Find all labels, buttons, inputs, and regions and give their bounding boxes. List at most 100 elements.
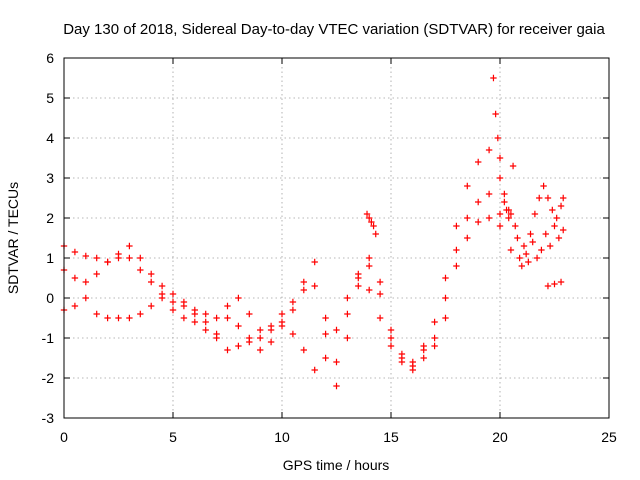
data-point	[542, 230, 549, 238]
data-point	[464, 214, 471, 222]
data-point	[496, 154, 504, 162]
data-point	[442, 294, 449, 302]
data-point	[311, 366, 318, 374]
data-point	[344, 334, 351, 342]
data-point	[538, 246, 545, 254]
data-point	[278, 310, 286, 318]
data-point	[366, 254, 373, 262]
data-point	[372, 230, 379, 238]
data-point	[300, 346, 307, 354]
data-point	[93, 310, 100, 318]
x-tick-label: 15	[383, 429, 399, 445]
data-point	[442, 274, 449, 282]
x-tick-label: 0	[60, 429, 68, 445]
data-point	[137, 266, 144, 274]
y-tick-label: -2	[42, 370, 55, 386]
x-tick-label: 5	[169, 429, 177, 445]
data-point	[496, 222, 504, 230]
data-point	[104, 314, 111, 322]
data-point	[71, 302, 79, 310]
data-point	[344, 294, 351, 302]
data-point	[475, 158, 482, 166]
data-point	[191, 318, 198, 326]
data-point	[224, 302, 231, 310]
data-point	[507, 246, 515, 254]
data-point	[126, 242, 133, 250]
data-point	[544, 194, 552, 202]
data-point	[180, 302, 188, 310]
data-point	[322, 330, 329, 338]
data-point	[267, 338, 275, 346]
data-point	[420, 346, 427, 354]
x-tick-label: 10	[274, 429, 290, 445]
data-point	[93, 254, 100, 262]
y-tick-label: 2	[46, 210, 54, 226]
series-track-f	[363, 198, 515, 238]
data-point	[322, 354, 329, 362]
data-point	[533, 254, 541, 262]
data-point	[311, 282, 318, 290]
data-point	[289, 306, 297, 314]
data-point	[376, 278, 384, 286]
data-point	[235, 294, 242, 302]
y-tick-label: -1	[42, 330, 55, 346]
data-point	[322, 314, 329, 322]
data-point	[363, 210, 371, 218]
data-point	[453, 222, 460, 230]
data-point	[551, 280, 558, 288]
data-point	[546, 242, 554, 250]
plot-frame	[63, 57, 610, 419]
data-point	[202, 310, 209, 318]
data-point	[557, 278, 565, 286]
data-point	[246, 338, 253, 346]
data-point	[553, 214, 560, 222]
data-point	[137, 254, 144, 262]
data-point	[376, 290, 384, 298]
data-point	[202, 326, 209, 334]
data-point	[485, 214, 493, 222]
data-point	[82, 252, 89, 260]
data-point	[370, 222, 377, 230]
data-point	[560, 194, 567, 202]
data-point	[490, 74, 497, 82]
y-tick-label: 0	[46, 290, 54, 306]
y-tick-label: 5	[46, 90, 54, 106]
data-point	[431, 342, 438, 350]
data-point	[158, 282, 166, 290]
data-point	[409, 366, 416, 374]
data-point	[398, 358, 406, 366]
data-point	[202, 318, 209, 326]
data-point	[420, 354, 427, 362]
data-point	[169, 306, 177, 314]
data-point	[289, 298, 297, 306]
data-point	[300, 286, 307, 294]
data-point	[213, 334, 220, 342]
data-point	[267, 326, 275, 334]
data-point	[560, 226, 567, 234]
data-point	[246, 310, 253, 318]
data-point	[158, 294, 166, 302]
data-point	[311, 258, 318, 266]
data-point	[431, 334, 438, 342]
y-tick-label: 6	[46, 50, 54, 66]
data-point	[344, 310, 351, 318]
data-point	[333, 326, 340, 334]
data-point	[520, 242, 528, 250]
data-point	[531, 210, 539, 218]
data-point	[366, 262, 373, 270]
grid-lines	[64, 58, 609, 418]
data-point	[485, 146, 493, 154]
data-point	[115, 314, 122, 322]
data-point	[126, 254, 133, 262]
data-point	[115, 254, 122, 262]
data-point	[224, 346, 231, 354]
data-point	[137, 310, 144, 318]
data-point	[431, 318, 438, 326]
data-point	[409, 358, 416, 366]
data-point	[148, 278, 155, 286]
y-tick-label: -3	[42, 410, 55, 426]
data-point	[191, 310, 198, 318]
data-point	[442, 314, 449, 322]
y-tick-label: 3	[46, 170, 54, 186]
data-point	[503, 206, 510, 214]
